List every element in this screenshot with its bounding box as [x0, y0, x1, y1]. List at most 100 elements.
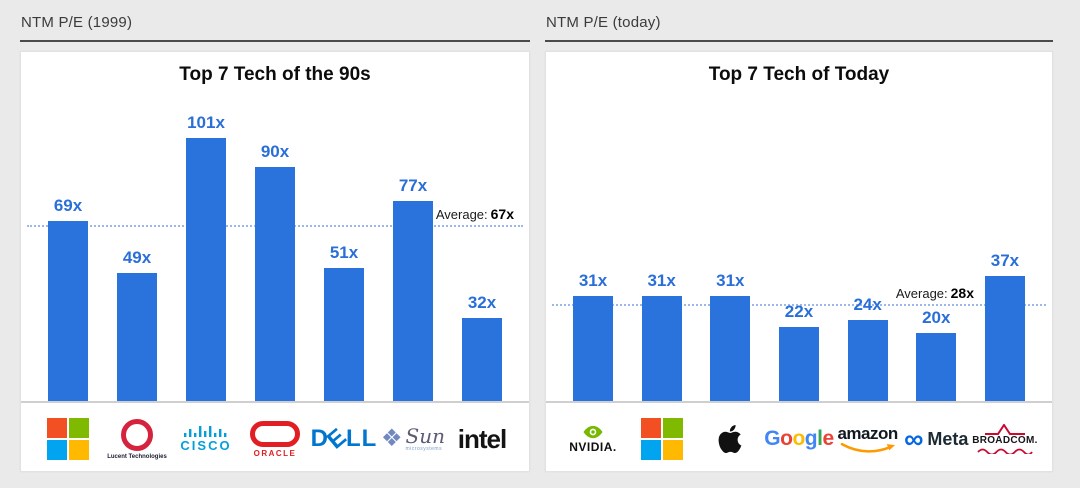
bar-slot-dell: 51x [324, 243, 364, 401]
logo-slot-sun: ❖ Sun microsystems [379, 413, 447, 465]
meta-infinity-icon: ∞ [904, 423, 924, 454]
cisco-bars-icon [183, 426, 227, 437]
average-line [552, 304, 1046, 307]
bar-microsoft [641, 296, 682, 401]
bar-slot-amazon: 24x [847, 294, 888, 401]
oracle-logo: ORACLE [250, 420, 300, 458]
bar-slot-microsoft: 31x [641, 271, 682, 401]
bar-slot-microsoft: 69x [48, 196, 88, 401]
page: NTM P/E (1999) Top 7 Tech of the 90s 69x… [20, 12, 1053, 472]
amazon-logo-text: amazon [837, 423, 898, 443]
bar-amazon [847, 319, 888, 401]
google-logo: Google [764, 427, 834, 451]
logo-slot-google: Google [764, 413, 834, 465]
bar-google [778, 326, 819, 401]
logo-row-90s: Lucent Technologies CISCO ORACLE DELL ❖ S… [21, 403, 529, 465]
bar-slot-broadcom: 37x [984, 251, 1025, 401]
chart-title-90s: Top 7 Tech of the 90s [179, 64, 371, 85]
lucent-logo: Lucent Technologies [107, 418, 167, 460]
bar-slot-intel: 32x [462, 293, 502, 401]
bar-broadcom [984, 276, 1025, 401]
microsoft-logo-square [640, 440, 661, 460]
bar-slot-lucent-technologies: 49x [117, 248, 157, 401]
bar-value-label: 90x [260, 141, 290, 161]
bar-slot-meta: 20x [916, 308, 957, 401]
panel-header-today: NTM P/E (today) [545, 12, 1053, 42]
meta-logo: ∞ Meta [904, 423, 968, 454]
sun-logo-text: Sun [405, 424, 445, 448]
nvidia-eye-icon [583, 425, 603, 438]
sun-diamond-icon: ❖ [381, 425, 403, 452]
average-prefix: Average: [895, 286, 948, 302]
logo-slot-oracle: ORACLE [241, 413, 309, 465]
logo-slot-apple [696, 413, 764, 465]
nvidia-logo-text: NVIDIA. [569, 439, 617, 454]
panel-1999: NTM P/E (1999) Top 7 Tech of the 90s 69x… [20, 12, 530, 472]
bar-value-label: 31x [716, 271, 745, 291]
chart-card-1999: Top 7 Tech of the 90s 69x 49x 101x 90x 51x 77… [20, 51, 530, 472]
nvidia-logo: NVIDIA. [569, 425, 617, 454]
sun-logo: ❖ Sun microsystems [381, 426, 445, 452]
logo-slot-microsoft [34, 413, 102, 465]
sun-microsystems-text: microsystems [405, 446, 443, 452]
average-value: 28x [950, 285, 974, 302]
google-letter: e [822, 427, 834, 450]
amazon-smile-icon [840, 442, 895, 453]
bar-oracle [255, 166, 295, 401]
bar-apple [710, 296, 751, 401]
average-label: Average: 28x [896, 285, 974, 301]
broadcom-logo: BROADCOM. [972, 424, 1037, 454]
bar-value-label: 31x [578, 271, 608, 291]
bar-dell [324, 268, 364, 401]
oracle-ring-icon [250, 420, 300, 447]
logo-slot-lucent: Lucent Technologies [103, 413, 171, 465]
google-letter: o [792, 427, 805, 450]
microsoft-logo-square [69, 440, 89, 460]
bar-sun-microsystems [393, 200, 433, 401]
broadcom-wave-icon [977, 448, 1033, 454]
broadcom-pulse-icon [984, 424, 1025, 435]
microsoft-logo [47, 418, 89, 460]
bar-value-label: 77x [398, 175, 428, 195]
microsoft-logo [640, 418, 683, 460]
logo-slot-meta: ∞ Meta [902, 413, 970, 465]
bar-value-label: 32x [467, 292, 497, 312]
google-letter: l [817, 427, 823, 450]
microsoft-logo-square [662, 418, 683, 438]
bar-intel [462, 317, 502, 401]
dell-logo: DELL [310, 422, 378, 455]
bar-meta [916, 333, 957, 401]
logo-slot-broadcom: BROADCOM. [971, 413, 1039, 465]
logo-slot-dell: DELL [310, 413, 378, 465]
bar-value-label: 69x [53, 196, 83, 216]
logo-slot-cisco: CISCO [172, 413, 240, 465]
logo-slot-microsoft [628, 413, 696, 465]
average-prefix: Average: [435, 206, 488, 222]
lucent-logo-text: Lucent Technologies [107, 453, 167, 460]
bar-chart-90s: 69x 49x 101x 90x 51x 77x 32x Average: 67x [21, 92, 529, 403]
bar-nvidia [573, 296, 613, 401]
bar-value-label: 20x [922, 308, 951, 328]
amazon-logo: amazon [837, 423, 898, 454]
google-letter: o [780, 427, 793, 450]
apple-logo [718, 425, 742, 453]
bar-chart-today: 31x 31x 31x 22x 24x 20x 37x Average: 28x [546, 92, 1052, 403]
microsoft-logo-square [662, 440, 683, 460]
logo-slot-amazon: amazon [834, 413, 902, 465]
bar-microsoft [48, 221, 88, 401]
bar-value-label: 49x [122, 248, 152, 268]
lucent-ring-icon [121, 418, 153, 451]
average-label: Average: 67x [436, 206, 514, 222]
microsoft-logo-square [69, 418, 89, 438]
logo-slot-intel: intel [448, 413, 516, 465]
intel-logo: intel [457, 423, 507, 454]
bar-value-label: 101x [187, 113, 225, 132]
panel-today: NTM P/E (today) Top 7 Tech of Today 31x 3… [545, 12, 1053, 472]
oracle-logo-text: ORACLE [253, 448, 297, 458]
panel-header-1999: NTM P/E (1999) [20, 12, 530, 42]
microsoft-logo-square [640, 418, 661, 438]
cisco-logo-text: CISCO [180, 438, 232, 453]
bar-value-label: 24x [853, 294, 882, 314]
logo-row-today: NVIDIA. Google amazon ∞ Meta BROADCOM. [546, 403, 1052, 465]
google-letter: G [764, 427, 781, 450]
